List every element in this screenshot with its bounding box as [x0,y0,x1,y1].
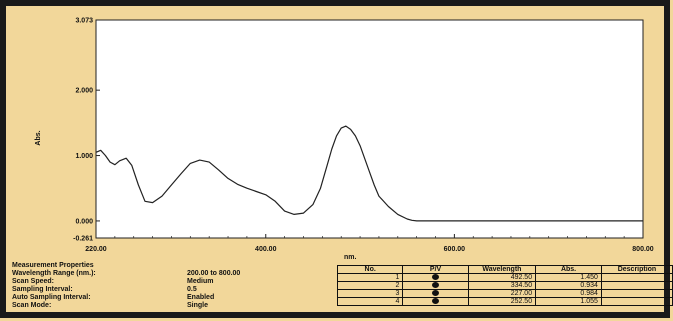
measurement-properties: Measurement Properties Wavelength Range (… [12,262,297,310]
property-value: Medium [187,278,214,285]
property-label: Scan Speed: [12,278,55,285]
y-tick-label: 2.000 [75,88,93,95]
peak-wavelength-cell: 227.00 [467,289,537,298]
property-value: Enabled [187,294,215,301]
y-tick-label: -0.261 [73,236,93,243]
peak-description-cell [600,281,673,290]
peak-abs-cell: 1.055 [535,297,602,306]
peak-marker-icon [432,274,440,281]
peak-no-cell: 2 [336,281,404,290]
peak-table-row: 1 492.50 1.450 [336,273,673,282]
peak-marker-icon [432,282,440,289]
y-tick-label: 0.000 [75,218,93,225]
x-tick-label: 600.00 [444,246,466,253]
peak-table-column-header: Wavelength [467,265,537,274]
peak-table-column-header: No. [336,265,404,274]
property-label: Wavelength Range (nm.): [12,270,96,277]
peak-abs-cell: 0.984 [535,289,602,298]
peak-no-cell: 4 [336,297,404,306]
peak-type-cell [402,297,469,306]
peak-table-header: No. P/V Wavelength Abs. Description [336,265,673,274]
property-value: 200.00 to 800.00 [187,270,241,277]
y-tick-label: 1.000 [75,153,93,160]
peak-type-cell [402,281,469,290]
peak-description-cell [600,273,673,282]
peak-marker-icon [432,290,440,297]
y-tick-label: 3.073 [75,18,93,25]
property-value [187,262,297,270]
property-row: Wavelength Range (nm.): 200.00 to 800.00 [12,270,297,278]
property-label: Sampling Interval: [12,286,73,293]
property-row: Scan Speed: Medium [12,278,297,286]
property-row: Measurement Properties [12,262,297,270]
x-tick-label: 800.00 [632,246,654,253]
peak-type-cell [402,273,469,282]
peak-abs-cell: 1.450 [535,273,602,282]
plot-background [95,19,644,239]
property-row: Auto Sampling Interval: Enabled [12,294,297,302]
peak-type-cell [402,289,469,298]
property-value: 0.5 [187,286,197,293]
x-axis-label: nm. [344,254,357,260]
peak-table-column-header: Abs. [535,265,602,274]
x-tick-label: 400.00 [255,246,277,253]
peak-no-cell: 1 [336,273,404,282]
peak-no-cell: 3 [336,289,404,298]
peak-table-column-header: Description [600,265,673,274]
peak-abs-cell: 0.934 [535,281,602,290]
peak-table: No. P/V Wavelength Abs. Description 1 492.50 1… [336,265,673,306]
peak-table-row: 4 252.50 1.055 [336,297,673,306]
plot-area: -0.261 0.000 1.000 2.000 3.073 220.00 400.00 60… [35,18,654,261]
property-row: Sampling Interval: 0.5 [12,286,297,294]
property-value: Single [187,302,209,309]
peak-table-row: 3 227.00 0.984 [336,289,673,298]
property-label: Measurement Properties [12,262,94,269]
peak-description-cell [600,297,673,306]
peak-marker-icon [432,298,440,305]
property-label: Scan Mode: [12,302,52,309]
peak-description-cell [600,289,673,298]
y-axis-label: Abs. [35,130,42,145]
peak-table-column-header: P/V [402,265,469,274]
peak-wavelength-cell: 334.50 [467,281,537,290]
peak-wavelength-cell: 252.50 [467,297,537,306]
x-tick-label: 220.00 [85,246,107,253]
peak-table-row: 2 334.50 0.934 [336,281,673,290]
property-label: Auto Sampling Interval: [12,294,91,301]
property-row: Scan Mode: Single [12,302,297,310]
peak-wavelength-cell: 492.50 [467,273,537,282]
series-line [95,125,643,222]
spectrum-chart: -0.261 0.000 1.000 2.000 3.073 220.00 400.00 60… [35,18,654,261]
